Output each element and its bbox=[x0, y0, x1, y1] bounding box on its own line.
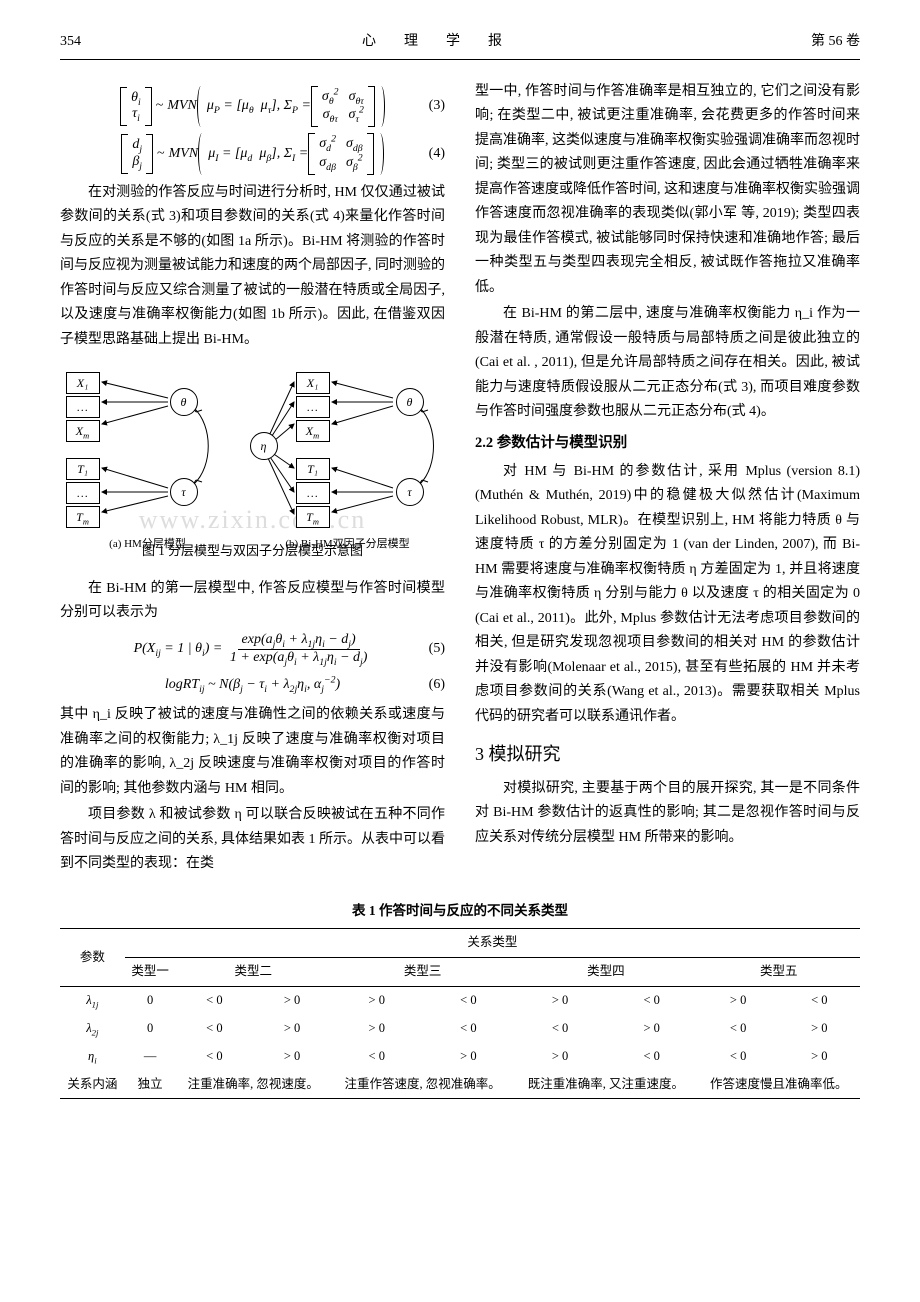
node-b-Tm: Tm bbox=[296, 506, 330, 528]
node-b-dots-1: … bbox=[296, 396, 330, 418]
diagram-a: X₁ … Xm T₁ … Tm θ τ (a) HM分层模型 bbox=[58, 366, 238, 536]
two-column-body: θiτi ~ MVN μP = [μθ μτ], ΣP = σθ2σθτ σθτ… bbox=[60, 80, 860, 879]
table-1: 表 1 作答时间与反应的不同关系类型 参数 关系类型 类型一 类型二 类型三 类… bbox=[60, 899, 860, 1100]
node-dots-2: … bbox=[66, 482, 100, 504]
cell: > 0 bbox=[514, 1043, 606, 1071]
cell: 既注重准确率, 又注重速度。 bbox=[514, 1071, 697, 1099]
diagram-a-label: (a) HM分层模型 bbox=[58, 535, 238, 554]
table-1-grid: 参数 关系类型 类型一 类型二 类型三 类型四 类型五 λ1j 0 < 0 > … bbox=[60, 928, 860, 1099]
cell: > 0 bbox=[698, 986, 779, 1014]
node-X1: X₁ bbox=[66, 372, 100, 394]
volume: 第 56 卷 bbox=[811, 30, 860, 55]
cell: 注重准确率, 忽视速度。 bbox=[176, 1071, 331, 1099]
cell: < 0 bbox=[698, 1015, 779, 1043]
node-b-Xm: Xm bbox=[296, 420, 330, 442]
cell: — bbox=[125, 1043, 176, 1071]
cell: < 0 bbox=[423, 1015, 515, 1043]
node-b-dots-2: … bbox=[296, 482, 330, 504]
cell: 注重作答速度, 忽视准确率。 bbox=[331, 1071, 514, 1099]
cell: < 0 bbox=[606, 986, 698, 1014]
heading-2-2: 2.2 参数估计与模型识别 bbox=[475, 431, 860, 456]
th-type-2: 类型二 bbox=[176, 958, 331, 987]
eqno-4: (4) bbox=[429, 142, 445, 167]
diagram-b-label: (b) Bi-HM双因子分层模型 bbox=[248, 535, 448, 554]
cell: 独立 bbox=[125, 1071, 176, 1099]
cell: > 0 bbox=[779, 1043, 860, 1071]
cell: < 0 bbox=[698, 1043, 779, 1071]
cell: < 0 bbox=[331, 1043, 423, 1071]
figure-1: X₁ … Xm T₁ … Tm θ τ (a) HM分层模型 bbox=[60, 366, 445, 536]
right-para-4: 对模拟研究, 主要基于两个目的展开探究, 其一是不同条件对 Bi-HM 参数估计… bbox=[475, 777, 860, 851]
th-type-5: 类型五 bbox=[698, 958, 860, 987]
node-b-T1: T₁ bbox=[296, 458, 330, 480]
cell-label: 关系内涵 bbox=[60, 1071, 125, 1099]
cell: < 0 bbox=[423, 986, 515, 1014]
right-para-1: 型一中, 作答时间与作答准确率是相互独立的, 它们之间没有影响; 在类型二中, … bbox=[475, 80, 860, 301]
equation-5: P(Xij = 1 | θi) = exp(ajθi + λ1jηi − dj)… bbox=[60, 632, 445, 667]
eqno-5: (5) bbox=[429, 637, 445, 662]
left-para-2: 在 Bi-HM 的第一层模型中, 作答反应模型与作答时间模型分别可以表示为 bbox=[60, 577, 445, 626]
cell: 0 bbox=[125, 986, 176, 1014]
diagram-b: η X₁ … Xm T₁ … Tm θ τ (b) Bi-HM双因子分层模型 bbox=[248, 366, 448, 536]
right-column: 型一中, 作答时间与作答准确率是相互独立的, 它们之间没有影响; 在类型二中, … bbox=[475, 80, 860, 879]
cell: < 0 bbox=[779, 986, 860, 1014]
right-para-2: 在 Bi-HM 的第二层中, 速度与准确率权衡能力 η_i 作为一般潜在特质, … bbox=[475, 302, 860, 425]
equation-4: djβj ~ MVN μI = [μd μβ], ΣI = σd2σdβ σdβ… bbox=[60, 133, 445, 175]
node-b-X1: X₁ bbox=[296, 372, 330, 394]
left-para-3b: 项目参数 λ 和被试参数 η 可以联合反映被试在五种不同作答时间与反应之间的关系… bbox=[60, 803, 445, 877]
node-b-tau: τ bbox=[396, 478, 424, 506]
th-type-4: 类型四 bbox=[514, 958, 697, 987]
th-param: 参数 bbox=[60, 929, 125, 987]
left-para-1: 在对测验的作答反应与时间进行分析时, HM 仅仅通过被试参数间的关系(式 3)和… bbox=[60, 181, 445, 353]
cell: < 0 bbox=[176, 1015, 254, 1043]
th-type-1: 类型一 bbox=[125, 958, 176, 987]
journal-title: 心理学报 bbox=[362, 30, 530, 55]
node-Tm: Tm bbox=[66, 506, 100, 528]
cell: < 0 bbox=[176, 986, 254, 1014]
cell: > 0 bbox=[331, 1015, 423, 1043]
node-theta: θ bbox=[170, 388, 198, 416]
node-Xm: Xm bbox=[66, 420, 100, 442]
table-row: λ1j 0 < 0 > 0 > 0 < 0 > 0 < 0 > 0 < 0 bbox=[60, 986, 860, 1014]
table-row: λ2j 0 < 0 > 0 > 0 < 0 < 0 > 0 < 0 > 0 bbox=[60, 1015, 860, 1043]
cell: < 0 bbox=[514, 1015, 606, 1043]
th-type-3: 类型三 bbox=[331, 958, 514, 987]
cell: > 0 bbox=[779, 1015, 860, 1043]
table-row: 关系内涵 独立 注重准确率, 忽视速度。 注重作答速度, 忽视准确率。 既注重准… bbox=[60, 1071, 860, 1099]
page-header: 354 心理学报 第 56 卷 bbox=[60, 30, 860, 60]
cell: > 0 bbox=[253, 986, 331, 1014]
right-para-3: 对 HM 与 Bi-HM 的参数估计, 采用 Mplus (version 8.… bbox=[475, 460, 860, 730]
node-T1: T₁ bbox=[66, 458, 100, 480]
left-column: θiτi ~ MVN μP = [μθ μτ], ΣP = σθ2σθτ σθτ… bbox=[60, 80, 445, 879]
heading-3: 3 模拟研究 bbox=[475, 739, 860, 771]
node-tau: τ bbox=[170, 478, 198, 506]
cell: > 0 bbox=[423, 1043, 515, 1071]
equation-3: θiτi ~ MVN μP = [μθ μτ], ΣP = σθ2σθτ σθτ… bbox=[60, 86, 445, 128]
table-1-title: 表 1 作答时间与反应的不同关系类型 bbox=[60, 899, 860, 923]
cell: > 0 bbox=[253, 1015, 331, 1043]
eqno-6: (6) bbox=[429, 673, 445, 698]
cell: 作答速度慢且准确率低。 bbox=[698, 1071, 860, 1099]
th-reltype: 关系类型 bbox=[125, 929, 860, 958]
page-number: 354 bbox=[60, 30, 81, 55]
cell: < 0 bbox=[606, 1043, 698, 1071]
left-para-3a: 其中 η_i 反映了被试的速度与准确性之间的依赖关系或速度与准确率之间的权衡能力… bbox=[60, 703, 445, 801]
node-b-theta: θ bbox=[396, 388, 424, 416]
cell: > 0 bbox=[606, 1015, 698, 1043]
cell: 0 bbox=[125, 1015, 176, 1043]
node-eta: η bbox=[250, 432, 278, 460]
eqno-3: (3) bbox=[429, 94, 445, 119]
cell: > 0 bbox=[253, 1043, 331, 1071]
node-dots-1: … bbox=[66, 396, 100, 418]
cell: > 0 bbox=[514, 986, 606, 1014]
cell: > 0 bbox=[331, 986, 423, 1014]
table-row: ηi — < 0 > 0 < 0 > 0 > 0 < 0 < 0 > 0 bbox=[60, 1043, 860, 1071]
cell: < 0 bbox=[176, 1043, 254, 1071]
equation-6: logRTij ~ N(βj − τi + λ2jηi, αj−2) (6) bbox=[60, 673, 445, 698]
